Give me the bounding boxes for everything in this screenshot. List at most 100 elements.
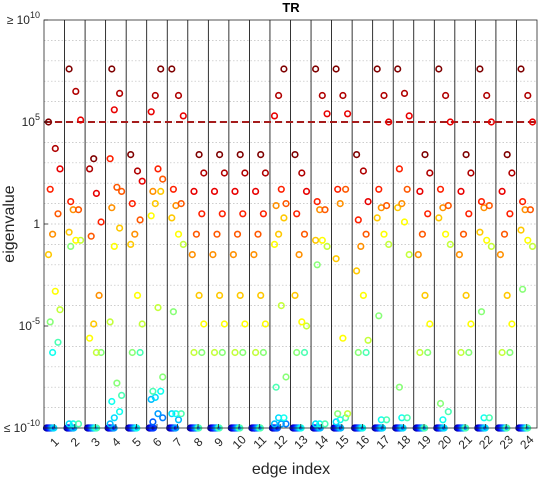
eigenvalue-point	[48, 230, 57, 238]
eigenvalue-point	[421, 291, 429, 300]
eigenvalue-point	[218, 348, 226, 357]
eigenvalue-point	[312, 236, 320, 244]
eigenvalue-point	[359, 291, 368, 300]
eigenvalue-point	[503, 291, 511, 300]
eigenvalue-point	[272, 202, 280, 210]
eigenvalue-point	[48, 348, 57, 357]
eigenvalue-point	[400, 89, 409, 97]
eigenvalue-point	[334, 410, 342, 418]
y-tick-labels: ≤ 10-10 10-5 1 105 ≥ 1010	[4, 10, 41, 435]
eigenvalue-point	[90, 320, 98, 328]
eigenvalue-point	[92, 348, 100, 357]
eigenvalue-point	[259, 210, 268, 218]
eigenvalue-point	[108, 65, 116, 73]
eigenvalue-point	[295, 251, 303, 259]
eigenvalue-point	[476, 228, 484, 236]
eigenvalue-point	[282, 373, 290, 381]
y-tick-label: ≤ 10-10	[4, 418, 40, 435]
x-tick-label: 22	[476, 432, 496, 452]
eigenvalue-point	[485, 414, 493, 422]
eigenvalue-point	[174, 91, 183, 100]
eigenvalue-point	[362, 348, 370, 357]
eigenvalue-point	[400, 218, 409, 226]
eigenvalue-point	[210, 348, 219, 357]
eigenvalue-point	[405, 112, 413, 120]
eigenvalue-point	[169, 185, 177, 193]
eigenvalue-point	[477, 308, 486, 316]
eigenvalue-point	[395, 383, 404, 391]
eigenvalue-point	[218, 210, 226, 218]
eigenvalue-point	[518, 198, 527, 206]
eigenvalue-point	[97, 348, 105, 357]
eigenvalue-point	[442, 230, 450, 238]
eigenvalue-point	[54, 338, 62, 346]
eigenvalue-point	[277, 420, 285, 428]
eigenvalue-point	[364, 336, 372, 344]
eigenvalue-point	[500, 230, 509, 238]
eigenvalue-point	[405, 251, 413, 259]
eigenvalue-point	[373, 65, 381, 73]
eigenvalue-point	[210, 187, 219, 195]
eigenvalue-point	[339, 334, 347, 342]
eigenvalue-point	[115, 408, 124, 416]
eigenvalue-point	[157, 187, 165, 195]
x-tick-label: 24	[517, 432, 537, 452]
eigenvalue-point	[373, 214, 381, 222]
eigenvalue-point	[506, 348, 514, 357]
eigenvalue-point	[508, 320, 516, 328]
eigenvalue-point	[398, 200, 406, 208]
chart-title: TR	[282, 0, 300, 15]
eigenvalue-point	[67, 242, 75, 250]
eigenvalue-point	[261, 320, 270, 328]
eigenvalue-point	[239, 348, 247, 357]
x-tick-label: 19	[415, 432, 435, 452]
eigenvalue-point	[270, 420, 279, 428]
eigenvalue-point	[280, 214, 288, 222]
eigenvalue-point	[147, 212, 155, 220]
y-tick-label: ≥ 1010	[7, 10, 40, 27]
eigenvalue-point	[416, 348, 424, 357]
eigenvalue-point	[524, 236, 532, 244]
y-tick-label: 1	[33, 217, 40, 231]
eigenvalue-point	[424, 210, 432, 218]
eigenvalue-point	[476, 65, 484, 73]
eigenvalue-point	[462, 151, 470, 159]
eigenvalue-point	[113, 379, 121, 387]
eigenvalue-point	[65, 420, 73, 428]
eigenvalue-point	[321, 206, 329, 214]
eigenvalue-point	[90, 155, 98, 163]
eigenvalue-point	[318, 91, 326, 100]
eigenvalue-point	[426, 169, 434, 177]
x-tick-label: 15	[332, 432, 352, 452]
eigenvalue-point	[467, 320, 475, 328]
eigenvalue-point	[487, 118, 496, 126]
eigenvalue-point	[446, 118, 454, 126]
eigenvalue-point	[439, 416, 447, 424]
eigenvalue-point	[216, 291, 224, 300]
x-tick-label: 5	[129, 435, 144, 450]
eigenvalue-point	[108, 204, 116, 212]
eigenvalue-point	[462, 291, 470, 300]
eigenvalue-point	[136, 348, 144, 357]
eigenvalue-point	[503, 151, 511, 159]
eigenvalue-point	[195, 291, 203, 300]
eigenvalue-point	[198, 348, 206, 357]
eigenvalue-point	[110, 106, 118, 114]
eigenvalue-point	[302, 322, 311, 330]
eigenvalue-point	[339, 91, 347, 100]
eigenvalue-point	[313, 198, 321, 206]
eigenvalue-point	[435, 214, 443, 222]
eigenvalue-point	[457, 187, 465, 195]
eigenvalue-point	[198, 210, 206, 218]
x-tick-label: 1	[47, 435, 62, 450]
x-tick-label: 23	[497, 432, 517, 452]
eigenvalue-point	[426, 320, 434, 328]
eigenvalue-point	[250, 251, 258, 259]
eigenvalue-point	[51, 287, 59, 295]
x-tick-label: 14	[312, 432, 332, 452]
eigenvalue-point	[177, 200, 185, 208]
eigenvalue-point	[291, 291, 299, 300]
eigenvalue-point	[465, 348, 473, 357]
eigenvalue-point	[498, 187, 506, 195]
